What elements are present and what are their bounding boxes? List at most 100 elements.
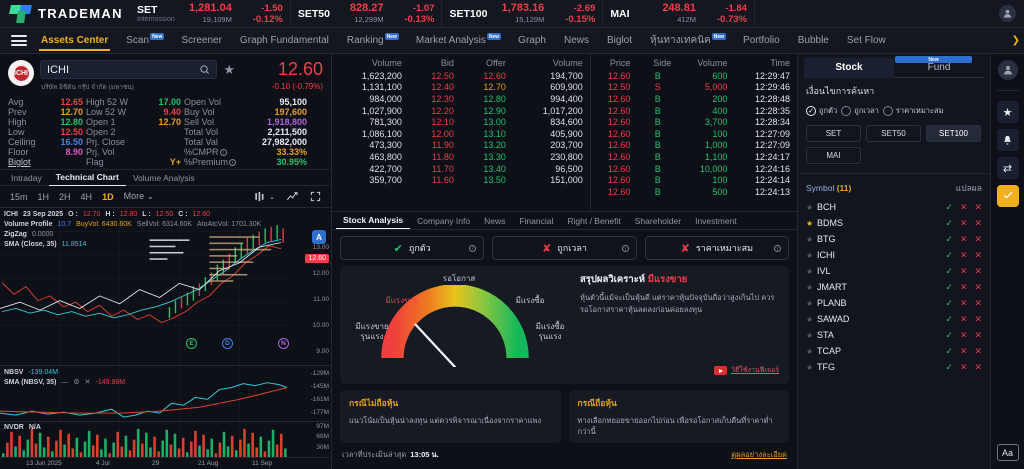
table-row[interactable]: 1,027,900 12.20 12.90 1,017,200 — [332, 105, 590, 117]
analysis-tab-stock-analysis[interactable]: Stock Analysis — [336, 212, 411, 229]
chart-tab-intraday[interactable]: Intraday — [11, 172, 42, 183]
index-set[interactable]: SET Intermission 1,281.04 -1.50 19,109M -0… — [130, 0, 291, 28]
notifications-bell-icon[interactable] — [996, 129, 1019, 151]
radio-ถูกเวลา[interactable]: ถูกเวลา — [841, 105, 879, 117]
symbol-list[interactable]: ★ BCH ✓ ✕ ✕ ★ BDMS ✓ ✕ ✕ ★ BTG ✓ ✕ ✕ ★ ICHI ✓ ✕… — [798, 199, 990, 469]
timeframe-1d[interactable]: 1D — [102, 191, 114, 202]
symbol-row-btg[interactable]: ★ BTG ✓ ✕ ✕ — [798, 231, 990, 247]
info-icon[interactable]: i — [469, 244, 477, 252]
symbol-row-bdms[interactable]: ★ BDMS ✓ ✕ ✕ — [798, 215, 990, 231]
condition-pass[interactable]: ✔ ถูกตัว i — [340, 236, 485, 260]
analysis-tab-shareholder[interactable]: Shareholder — [634, 215, 682, 226]
table-row[interactable]: 359,700 11.60 13.50 151,000 — [332, 174, 590, 186]
symbol-search-box[interactable] — [40, 60, 218, 79]
favorite-star-icon[interactable]: ★ — [806, 282, 814, 292]
analysis-tab-company-info[interactable]: Company Info — [417, 215, 471, 226]
symbol-row-ivl[interactable]: ★ IVL ✓ ✕ ✕ — [798, 263, 990, 279]
symbol-row-jmart[interactable]: ★ JMART ✓ ✕ ✕ — [798, 279, 990, 295]
favorites-star-icon[interactable]: ★ — [996, 101, 1019, 123]
nav-item-biglot[interactable]: Biglot — [598, 28, 641, 54]
nav-item-graph[interactable]: Graph — [509, 28, 555, 54]
nav-item-news[interactable]: News — [555, 28, 598, 54]
magic-scan-icon[interactable] — [996, 185, 1019, 207]
nbsv-pane[interactable]: NBSV -139.04M SMA (NBSV, 35) — ⚙ ✕ -149.… — [0, 365, 331, 421]
profile-avatar-icon[interactable] — [997, 60, 1018, 80]
volume-pane[interactable]: NVDR N/A 97M 68M 30M 13 Jun 2025 4 Jul — [0, 421, 331, 469]
info-icon[interactable]: i — [229, 159, 237, 167]
symbol-row-tfg[interactable]: ★ TFG ✓ ✕ ✕ — [798, 359, 990, 375]
table-row[interactable]: 12.60 B 3,700 12:28:34 — [591, 116, 797, 128]
favorite-star-icon[interactable]: ★ — [806, 218, 814, 228]
font-size-button[interactable]: Aa — [996, 444, 1019, 461]
nav-item-scan[interactable]: Scan New — [117, 28, 172, 54]
table-row[interactable]: 473,300 11.90 13.20 203,700 — [332, 140, 590, 152]
user-avatar-icon[interactable] — [998, 5, 1016, 22]
index-set100[interactable]: SET100 1,783.16 -2.69 15,129M -0.15% — [442, 0, 604, 28]
menu-hamburger-icon[interactable] — [6, 35, 32, 46]
symbol-row-sta[interactable]: ★ STA ✓ ✕ ✕ — [798, 327, 990, 343]
table-row[interactable]: 781,300 12.10 13.00 834,600 — [332, 116, 590, 128]
compare-swap-icon[interactable]: ⇄ — [996, 157, 1019, 179]
table-row[interactable]: 12.60 B 1,100 12:24:17 — [591, 151, 797, 163]
nav-item-set-flow[interactable]: Set Flow — [838, 28, 895, 54]
search-icon[interactable] — [199, 64, 210, 75]
info-icon[interactable]: i — [219, 149, 227, 157]
table-row[interactable]: 463,800 11.80 13.30 230,800 — [332, 151, 590, 163]
nav-item-assets-center[interactable]: Assets Center — [32, 28, 117, 54]
table-row[interactable]: 12.60 B 10,000 12:24:16 — [591, 163, 797, 175]
radio-circle-icon[interactable] — [882, 106, 893, 116]
chart-marker-d[interactable]: D — [222, 338, 233, 349]
table-row[interactable]: 1,623,200 12.50 12.60 194,700 — [332, 70, 590, 82]
favorite-star-icon[interactable]: ★ — [806, 250, 814, 260]
timeframe-1h[interactable]: 1H — [37, 191, 50, 202]
market-chip-set100[interactable]: SET100 — [926, 125, 981, 142]
favorite-star-icon[interactable]: ★ — [806, 314, 814, 324]
table-row[interactable]: 12.50 S 5,000 12:29:46 — [591, 82, 797, 94]
nav-item-ranking[interactable]: Ranking New — [338, 28, 407, 54]
analysis-tab-news[interactable]: News — [484, 215, 506, 226]
radio-ถูกตัว[interactable]: ถูกตัว — [806, 105, 837, 117]
technical-chart[interactable]: ICHI 23 Sep 2025 O : 12.70 H : 12.80 L :… — [0, 208, 331, 365]
symbol-row-bch[interactable]: ★ BCH ✓ ✕ ✕ — [798, 199, 990, 215]
favorite-star-icon[interactable]: ★ — [806, 234, 814, 244]
favorite-star-icon[interactable]: ★ — [806, 202, 814, 212]
stat-label[interactable]: Biglot — [8, 157, 31, 167]
timeframe-15m[interactable]: 15m — [10, 191, 28, 202]
analysis-tab-financial[interactable]: Financial — [519, 215, 554, 226]
right-tab-stock[interactable]: Stock — [804, 58, 894, 78]
chart-tab-volume-analysis[interactable]: Volume Analysis — [132, 172, 195, 183]
radio-circle-icon[interactable] — [806, 106, 816, 116]
symbol-row-tcap[interactable]: ★ TCAP ✓ ✕ ✕ — [798, 343, 990, 359]
nav-item--[interactable]: หุ้นทางเทคนิค New — [641, 28, 734, 54]
radio-ราคาเหมาะสม[interactable]: ราคาเหมาะสม — [882, 105, 944, 117]
nav-item-graph-fundamental[interactable]: Graph Fundamental — [231, 28, 338, 54]
market-chip-set50[interactable]: SET50 — [866, 125, 921, 142]
right-tab-fund[interactable]: Fund New — [894, 56, 984, 78]
radio-circle-icon[interactable] — [841, 106, 852, 116]
timeframe-2h[interactable]: 2H — [59, 191, 71, 202]
info-icon[interactable]: i — [773, 244, 781, 252]
nav-item-portfolio[interactable]: Portfolio — [734, 28, 789, 54]
market-chip-mai[interactable]: MAI — [806, 147, 861, 164]
youtube-icon[interactable] — [714, 366, 728, 375]
favorite-star-icon[interactable]: ★ — [806, 330, 814, 340]
alert-badge-a[interactable]: A — [312, 230, 326, 244]
table-row[interactable]: 1,086,100 12.00 13.10 405,900 — [332, 128, 590, 140]
favorite-star-icon[interactable]: ★ — [806, 362, 814, 372]
favorite-star-icon[interactable]: ★ — [806, 346, 814, 356]
favorite-star-icon[interactable]: ★ — [806, 298, 814, 308]
topbar-account[interactable] — [990, 0, 1024, 27]
tutorial-video-label[interactable]: วิธีใช้งานฟีเจอร์ — [731, 367, 779, 374]
condition-fail[interactable]: ✘ ถูกเวลา i — [492, 236, 637, 260]
symbol-row-sawad[interactable]: ★ SAWAD ✓ ✕ ✕ — [798, 311, 990, 327]
table-row[interactable]: 12.60 B 400 12:28:35 — [591, 105, 797, 117]
table-row[interactable]: 984,000 12.30 12.80 994,400 — [332, 93, 590, 105]
nav-more-chevron-icon[interactable]: ❯ — [1011, 35, 1020, 46]
table-row[interactable]: 1,131,100 12.40 12.70 609,900 — [332, 82, 590, 94]
table-row[interactable]: 12.60 B 500 12:24:13 — [591, 186, 797, 198]
timeframe-4h[interactable]: 4H — [80, 191, 93, 202]
nav-item-bubble[interactable]: Bubble — [789, 28, 838, 54]
analysis-tab-right-benefit[interactable]: Right / Benefit — [567, 215, 621, 226]
view-details-link[interactable]: ดูผลอย่างละเอียด — [731, 450, 787, 459]
table-row[interactable]: 12.60 B 600 12:29:47 — [591, 70, 797, 82]
